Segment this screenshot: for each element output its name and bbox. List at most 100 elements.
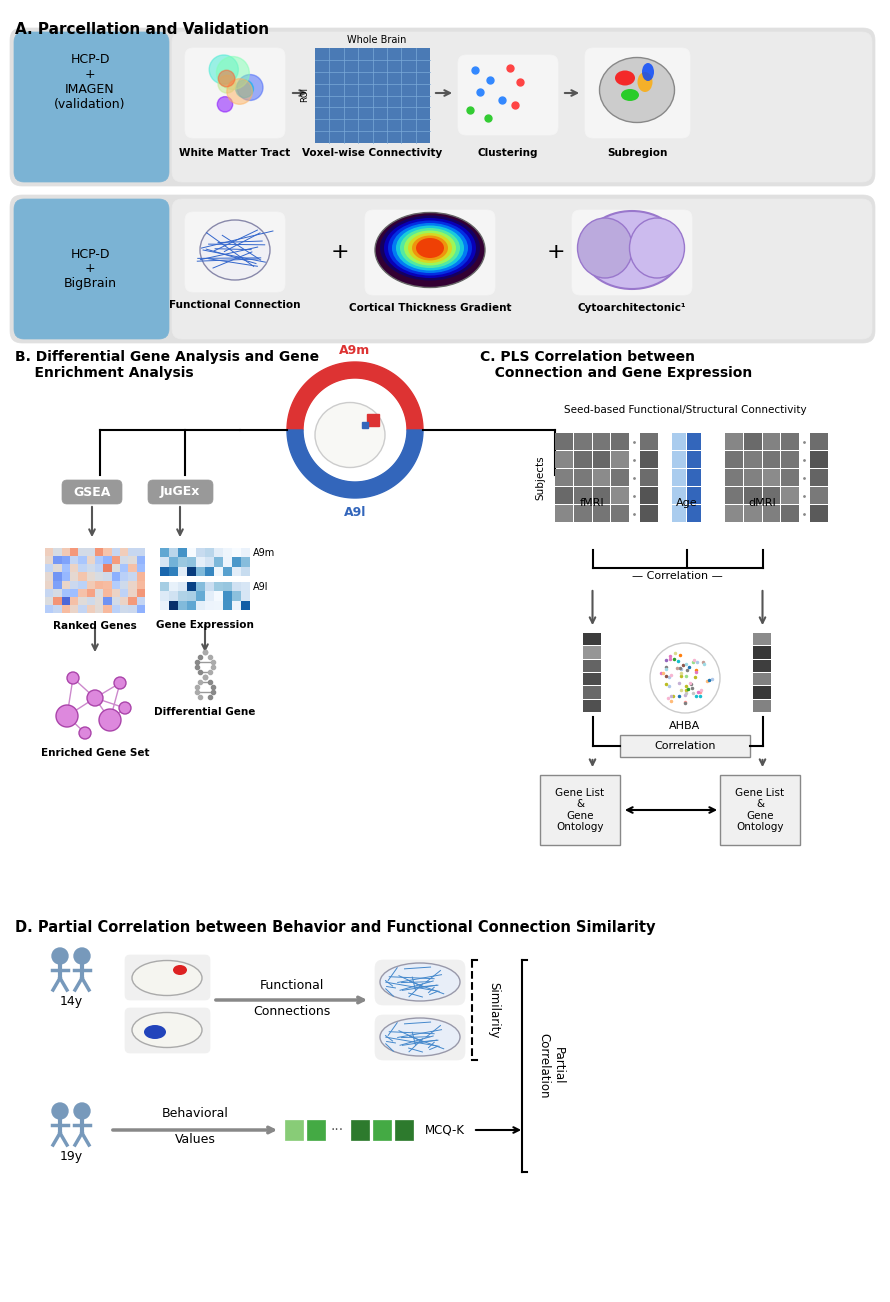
Bar [70,548,78,556]
Bar [315,48,430,143]
Circle shape [209,55,239,85]
Bar [232,548,241,557]
Bar [781,505,799,522]
Bar [178,548,187,557]
Ellipse shape [400,228,460,268]
Circle shape [87,690,103,706]
Circle shape [216,56,249,90]
Bar [205,548,214,557]
Bar [169,582,178,591]
Bar [86,589,95,596]
Bar [763,469,781,486]
Bar [744,434,762,450]
Bar [128,564,137,573]
Bar [169,591,178,600]
Bar [214,566,223,575]
Bar [128,581,137,589]
Bar [232,582,241,591]
Text: HCP-D
+
BigBrain: HCP-D + BigBrain [63,247,117,290]
Ellipse shape [380,963,460,1001]
Bar [214,600,223,611]
Bar [810,505,828,522]
Bar [373,1120,391,1141]
Bar [45,573,53,581]
Ellipse shape [380,216,480,280]
Bar [223,582,232,591]
Bar [672,434,686,450]
Ellipse shape [578,217,633,279]
Bar [103,589,111,596]
Polygon shape [287,362,423,430]
Bar [611,434,629,450]
Bar [61,581,70,589]
Bar [53,596,61,605]
Bar [86,581,95,589]
Bar [120,564,128,573]
Bar [187,557,196,566]
Bar [45,548,53,556]
Bar [61,564,70,573]
Bar [744,469,762,486]
Text: Cytoarchitectonic¹: Cytoarchitectonic¹ [578,303,686,312]
Bar [555,487,573,504]
Text: C. PLS Correlation between
   Connection and Gene Expression: C. PLS Correlation between Connection an… [480,350,752,380]
Bar [187,591,196,600]
Bar [640,469,658,486]
Bar [86,605,95,613]
Text: — Correlation —: — Correlation — [632,572,723,581]
Bar [178,600,187,611]
Text: Functional Connection: Functional Connection [169,299,301,310]
FancyBboxPatch shape [10,195,875,342]
Bar [70,605,78,613]
Bar [178,557,187,566]
Bar [111,596,120,605]
Ellipse shape [615,70,635,86]
Text: Differential Gene: Differential Gene [154,707,255,717]
Ellipse shape [582,211,682,289]
Bar [95,548,103,556]
Bar [725,434,743,450]
Bar [128,556,137,564]
Circle shape [52,1103,68,1118]
Bar [214,557,223,566]
Bar [103,564,111,573]
Bar [687,450,701,467]
Bar [753,660,771,672]
Bar [241,566,250,575]
Bar [120,581,128,589]
Circle shape [74,1103,90,1118]
Bar [53,556,61,564]
Bar [593,434,611,450]
Bar [160,566,169,575]
FancyBboxPatch shape [172,33,872,182]
FancyBboxPatch shape [572,210,692,296]
Circle shape [119,702,131,713]
Bar [810,450,828,467]
Bar [781,469,799,486]
Bar [205,600,214,611]
Circle shape [67,672,79,684]
Bar [103,573,111,581]
Bar [86,556,95,564]
Bar [555,505,573,522]
Bar [111,564,120,573]
Bar [611,450,629,467]
Text: A9m: A9m [339,344,370,357]
Bar [725,450,743,467]
Ellipse shape [396,225,464,271]
FancyBboxPatch shape [125,1008,210,1053]
Ellipse shape [173,965,187,975]
Bar [582,660,601,672]
Ellipse shape [384,217,476,279]
Bar [86,564,95,573]
Bar [160,591,169,600]
Bar [810,469,828,486]
Bar [223,566,232,575]
Bar [169,557,178,566]
Bar [687,469,701,486]
Bar [763,487,781,504]
Bar [205,591,214,600]
Bar [555,434,573,450]
Bar [45,581,53,589]
Bar [725,487,743,504]
